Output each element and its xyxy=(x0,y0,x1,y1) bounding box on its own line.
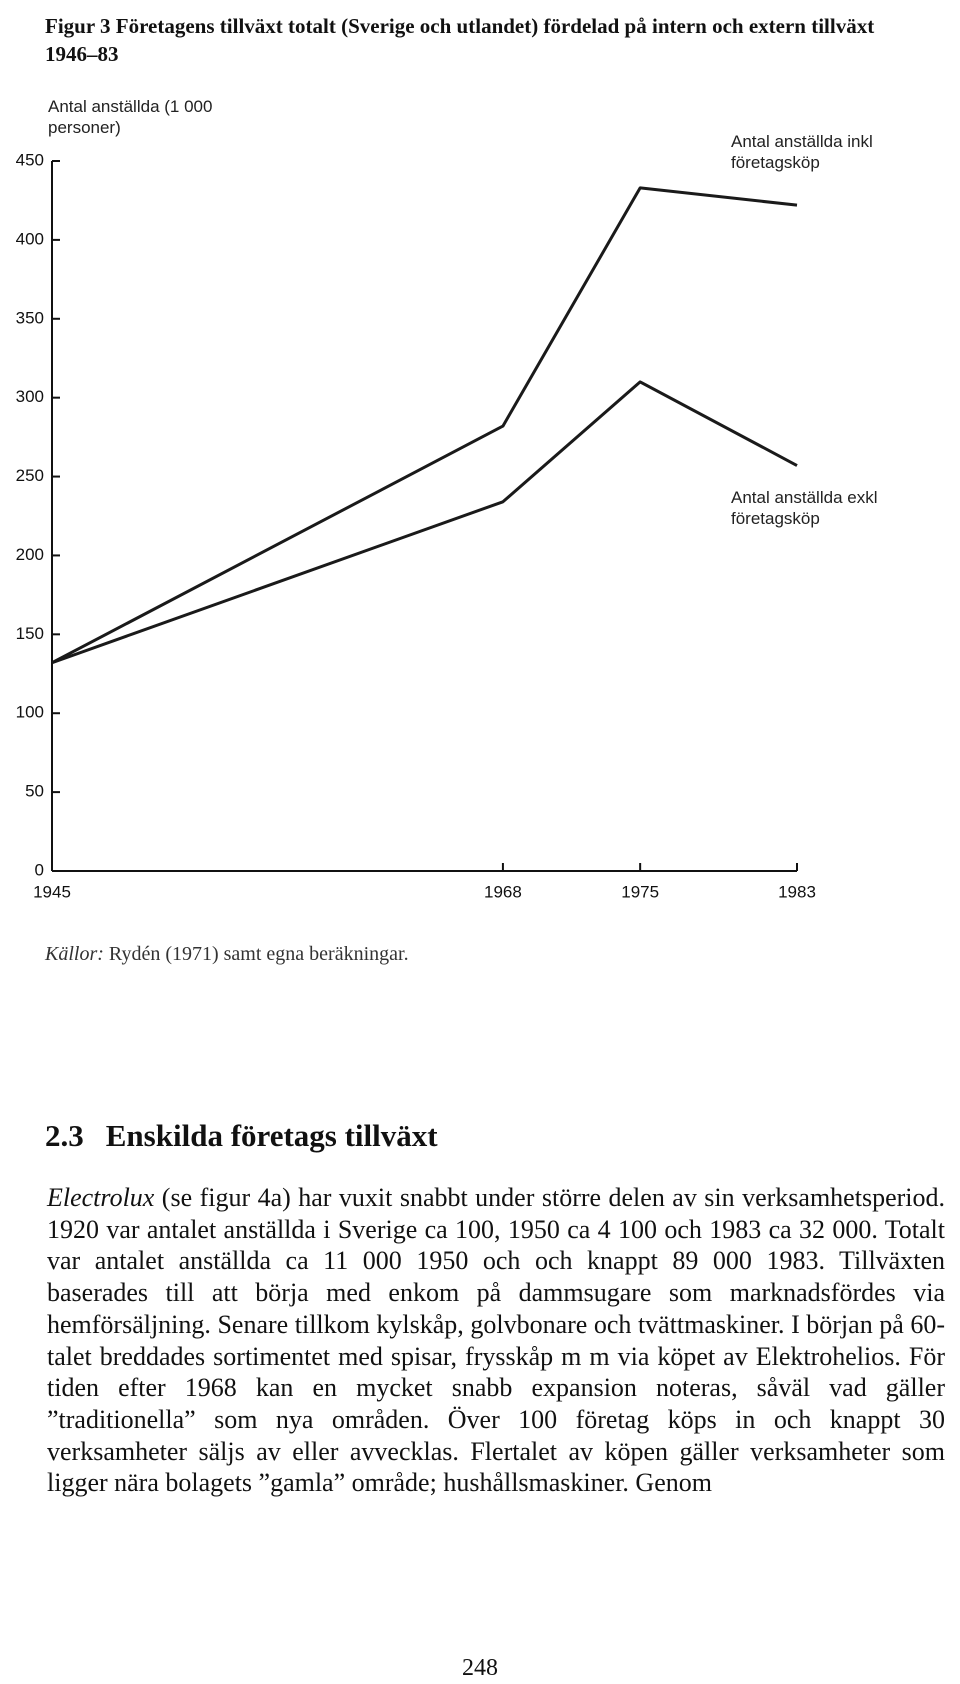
y-tick-label: 0 xyxy=(35,860,44,879)
series-label: Antal anställda exkl företagsköp xyxy=(731,488,878,528)
x-tick-label: 1945 xyxy=(33,882,71,901)
y-tick-label: 150 xyxy=(16,624,44,643)
source: Källor: Rydén (1971) samt egna beräkning… xyxy=(45,943,409,966)
y-tick-label: 450 xyxy=(16,150,44,169)
section-number: 2.3 xyxy=(45,1118,84,1153)
body-paragraph: (se figur 4a) har vuxit snabbt under stö… xyxy=(47,1183,945,1498)
source-label: Källor: xyxy=(45,943,104,965)
y-axis-label: Antal anställda (1 000 personer) xyxy=(48,97,213,137)
section-heading: 2.3 Enskilda företags tillväxt xyxy=(45,1118,438,1154)
series-line xyxy=(51,380,798,665)
x-tick-label: 1975 xyxy=(621,882,659,901)
body-lead: Electrolux xyxy=(47,1183,155,1212)
y-tick-label: 100 xyxy=(16,703,44,722)
series-label: Antal anställda inkl företagsköp xyxy=(731,132,873,172)
y-tick-label: 50 xyxy=(25,782,44,801)
series-line xyxy=(51,186,798,665)
y-tick-label: 350 xyxy=(16,308,44,327)
y-tick-label: 300 xyxy=(16,387,44,406)
y-tick-label: 200 xyxy=(16,545,44,564)
source-text: Rydén (1971) samt egna beräkningar. xyxy=(108,943,409,965)
chart: 0 50 100 150 200 250 300 350 400 450 1945 1968 1975 1… xyxy=(16,150,816,901)
x-tick-label: 1983 xyxy=(778,882,816,901)
y-tick-label: 400 xyxy=(16,229,44,248)
x-tick-label: 1968 xyxy=(484,882,522,901)
y-tick-label: 250 xyxy=(16,466,44,485)
body-text: Electrolux (se figur 4a) har vuxit snabb… xyxy=(47,1182,945,1499)
figure-caption: Figur 3 Företagens tillväxt totalt (Sver… xyxy=(45,14,875,66)
section-title: Enskilda företags tillväxt xyxy=(105,1118,438,1153)
page-number: 248 xyxy=(462,1655,498,1681)
